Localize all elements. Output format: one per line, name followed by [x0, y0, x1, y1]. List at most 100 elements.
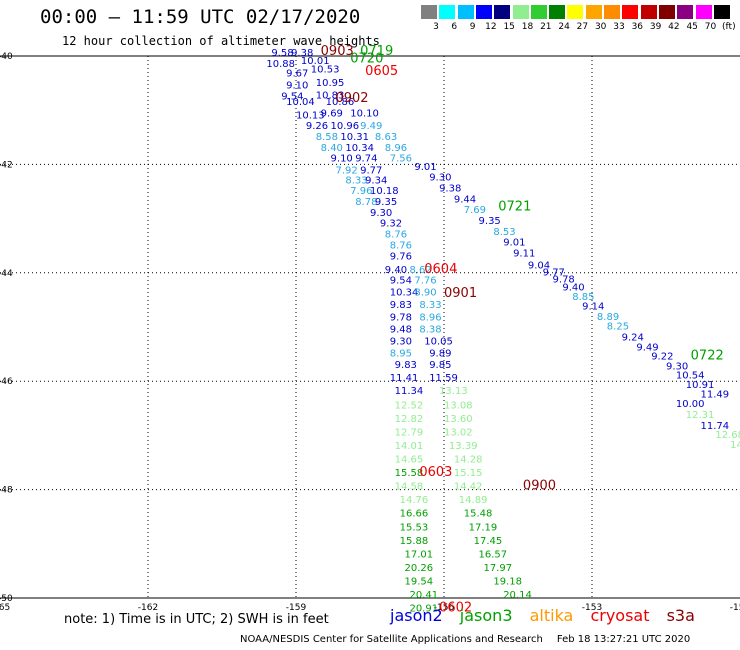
color-scale-swatch [549, 5, 566, 19]
wave-height-value: 10.31 [340, 132, 369, 143]
color-scale-swatch [640, 5, 657, 19]
wave-height-value: 17.45 [474, 536, 503, 547]
wave-height-value: 20.41 [409, 590, 438, 601]
wave-height-value: 10.10 [350, 109, 379, 120]
wave-height-value: 16.57 [479, 549, 508, 560]
color-scale-swatch [695, 5, 712, 19]
wave-height-value: 15.53 [400, 522, 429, 533]
wave-height-value: 15.48 [464, 509, 493, 520]
wave-height-value: 10.95 [316, 78, 345, 89]
wave-height-value: 9.44 [454, 194, 476, 205]
wave-height-value: 14.65 [395, 455, 424, 466]
wave-height-value: 9.30 [370, 208, 392, 219]
wave-height-value: 8.76 [385, 230, 407, 241]
wave-height-value: 9.83 [390, 300, 412, 311]
wave-height-value: 9.04 [528, 260, 550, 271]
legend-s3a: s3a [666, 606, 695, 625]
generated-timestamp: Feb 18 13:27:21 UTC 2020 [556, 634, 691, 645]
wave-height-value: 10.01 [301, 56, 330, 67]
wave-height-value: 13.02 [444, 427, 473, 438]
wave-height-value: 9.01 [414, 162, 436, 173]
wave-height-value: 8.85 [572, 292, 594, 303]
wave-height-value: 8.95 [390, 348, 412, 359]
longitude-label: -159 [286, 603, 307, 613]
wave-height-value: 11.49 [701, 389, 730, 400]
wave-height-value: 9.78 [390, 312, 412, 323]
wave-height-value: 10.00 [676, 399, 705, 410]
wave-height-value: 11.34 [395, 386, 424, 397]
legend-jason3: jason3 [459, 606, 513, 625]
wave-height-value: 8.89 [597, 312, 619, 323]
wave-height-value: 9.30 [429, 173, 451, 184]
wave-height-value: 8.63 [375, 132, 397, 143]
wave-height-value: 10.83 [316, 90, 345, 101]
wave-height-value: 14.76 [400, 495, 429, 506]
wave-height-value: 19.54 [405, 576, 434, 587]
wave-height-value: 9.40 [385, 265, 407, 276]
longitude-label: -150 [730, 603, 740, 613]
wave-height-value: 14.01 [395, 441, 424, 452]
wave-height-value: 7.96 [350, 186, 372, 197]
wave-height-value: 9.67 [286, 69, 308, 80]
wave-height-value: 15.58 [395, 468, 424, 479]
color-scale-swatch [567, 5, 584, 19]
wave-height-value: 14.34 [730, 440, 740, 451]
wave-height-value: 8.25 [607, 322, 629, 333]
pass-time-label: 0605 [365, 64, 398, 79]
pass-time-label: 0602 [439, 601, 472, 616]
wave-height-value: 9.76 [390, 251, 412, 262]
wave-height-value: 9.26 [306, 121, 328, 132]
wave-height-value: 9.58 [271, 48, 293, 59]
wave-height-value: 10.18 [370, 186, 399, 197]
wave-height-value: 9.85 [429, 360, 451, 371]
pass-time-label: 0903 [321, 44, 354, 59]
latitude-label: -42 [0, 160, 13, 170]
wave-height-value: 7.76 [414, 276, 436, 287]
wave-height-value: 9.35 [375, 197, 397, 208]
color-scale-label: 33 [613, 22, 625, 32]
latitude-label: -48 [0, 486, 13, 496]
color-scale-swatch [604, 5, 620, 19]
color-scale-label: 12 [485, 22, 497, 32]
color-scale-swatch [677, 5, 694, 19]
wave-height-value: 9.10 [331, 154, 353, 165]
wave-height-value: 9.78 [553, 275, 575, 286]
wave-height-value: 17.01 [405, 549, 434, 560]
latitude-label: -50 [0, 594, 13, 604]
color-scale-label: 36 [631, 22, 644, 32]
color-scale-label: (ft) [722, 22, 736, 32]
wave-height-value: 20.14 [503, 590, 532, 601]
wave-height-value: 12.52 [395, 400, 424, 411]
latitude-label: -40 [0, 52, 13, 62]
wave-height-value: 9.11 [513, 249, 535, 260]
wave-height-value: 9.34 [365, 175, 387, 186]
wave-height-value: 13.60 [444, 414, 473, 425]
wave-height-value: 11.41 [390, 373, 419, 384]
pass-time-label: 0720 [350, 52, 383, 67]
pass-time-label: 0722 [691, 349, 724, 364]
wave-height-value: 9.01 [503, 238, 525, 249]
wave-height-value: 9.69 [321, 109, 343, 120]
wave-height-value: 10.86 [326, 97, 355, 108]
wave-height-value: 9.54 [281, 91, 303, 102]
color-scale-label: 21 [540, 22, 552, 32]
legend-cryosat: cryosat [590, 606, 650, 625]
wave-height-value: 8.33 [419, 300, 441, 311]
wave-height-value: 8.33 [345, 175, 367, 186]
color-scale-label: 3 [433, 22, 439, 32]
wave-height-value: 9.74 [355, 154, 377, 165]
wave-height-value: 9.83 [395, 360, 417, 371]
color-scale-label: 18 [521, 22, 534, 32]
wave-height-value: 14.28 [454, 455, 483, 466]
wave-height-value: 10.34 [390, 288, 419, 299]
pass-time-label: 0604 [424, 262, 457, 277]
color-scale-label: 9 [469, 22, 476, 32]
longitude-label: -162 [138, 603, 158, 613]
pass-time-label: 0901 [444, 286, 477, 301]
wave-height-value: 10.96 [331, 121, 360, 132]
color-scale-swatch [457, 5, 474, 19]
wave-height-value: 17.19 [469, 522, 498, 533]
satellite-legend: jason2 jason3 altika cryosat s3a [390, 606, 707, 625]
wave-height-value: 15.88 [400, 536, 429, 547]
units-note: note: 1) Time is in UTC; 2) SWH is in fe… [64, 612, 329, 627]
